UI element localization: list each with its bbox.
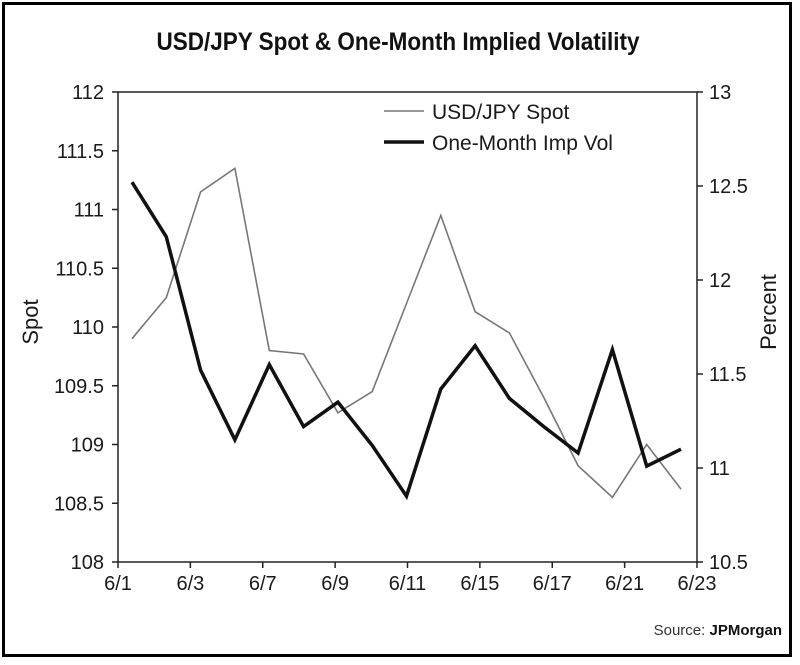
y-tick-label: 109.5 xyxy=(54,376,104,398)
y-tick-label: 108 xyxy=(71,552,104,574)
y2-tick-label: 13 xyxy=(709,82,731,104)
legend-label: USD/JPY Spot xyxy=(432,101,570,124)
x-tick-label: 6/17 xyxy=(533,573,572,595)
x-tick-label: 6/7 xyxy=(249,573,277,595)
y-tick-label: 109 xyxy=(71,435,104,457)
x-tick-label: 6/15 xyxy=(460,573,499,595)
x-tick-label: 6/21 xyxy=(605,573,644,595)
chart-title: USD/JPY Spot & One-Month Implied Volatil… xyxy=(156,28,640,56)
x-tick-label: 6/11 xyxy=(389,573,426,595)
source-prefix: Source: xyxy=(653,622,710,639)
y-tick-label: 111.5 xyxy=(57,141,104,163)
y-axis-title: Spot xyxy=(18,299,43,344)
x-tick-label: 6/9 xyxy=(321,573,349,595)
source-name: JPMorgan xyxy=(709,622,782,639)
y-tick-label: 110 xyxy=(72,317,104,339)
y2-tick-label: 11 xyxy=(709,458,730,480)
y-tick-label: 110.5 xyxy=(55,258,104,280)
x-tick-label: 6/1 xyxy=(104,573,132,595)
legend-label: One-Month Imp Vol xyxy=(432,132,613,155)
x-tick-label: 6/3 xyxy=(176,573,204,595)
y2-tick-label: 12 xyxy=(709,270,731,292)
y2-tick-label: 10.5 xyxy=(709,552,748,574)
series-line-usd-jpy-spot xyxy=(131,167,682,499)
source-note: Source: JPMorgan xyxy=(654,622,782,639)
y-tick-label: 111 xyxy=(74,200,104,222)
y2-axis-title: Percent xyxy=(756,274,781,350)
y2-tick-label: 12.5 xyxy=(709,176,748,198)
y-tick-label: 112 xyxy=(72,82,104,104)
y2-tick-label: 11.5 xyxy=(709,364,746,386)
series-line-one-month-imp-vol xyxy=(130,181,682,501)
y-tick-label: 108.5 xyxy=(54,493,104,515)
x-tick-label: 6/23 xyxy=(678,573,717,595)
